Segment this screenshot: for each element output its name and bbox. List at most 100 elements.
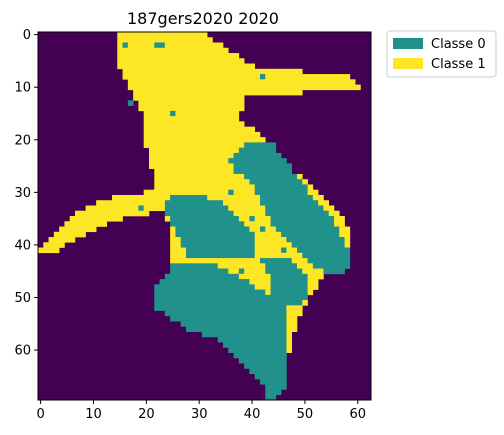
cell-run-classe-1 xyxy=(312,194,324,201)
x-tick-label: 30 xyxy=(191,407,208,422)
cell-run-classe-0 xyxy=(223,342,287,348)
cell-run-classe-1 xyxy=(38,247,60,254)
cell-run-classe-0 xyxy=(307,258,351,264)
cell-run-classe-0 xyxy=(164,205,229,212)
cell-run-classe-1 xyxy=(143,142,245,148)
y-tick-label: 40 xyxy=(14,238,31,253)
cell-run-classe-1 xyxy=(302,300,308,306)
cell-run-classe-0 xyxy=(228,189,234,196)
cell-run-classe-1 xyxy=(254,216,271,222)
cell-run-classe-1 xyxy=(307,184,314,191)
cell-run-classe-0 xyxy=(164,200,224,206)
cell-run-classe-1 xyxy=(122,68,303,75)
cell-run-classe-0 xyxy=(265,263,298,269)
cell-run-classe-1 xyxy=(265,289,271,296)
axes-frame xyxy=(37,31,372,401)
cell-run-classe-1 xyxy=(297,173,303,180)
cell-run-classe-1 xyxy=(254,252,303,259)
cell-run-classe-1 xyxy=(286,315,298,322)
cell-run-classe-0 xyxy=(154,284,256,290)
cell-run-classe-1 xyxy=(344,242,351,248)
cell-run-classe-0 xyxy=(233,152,282,159)
cell-run-classe-0 xyxy=(265,268,303,275)
cell-run-classe-1 xyxy=(233,189,256,196)
cell-run-classe-0 xyxy=(233,163,293,169)
cell-run-classe-0 xyxy=(260,74,266,80)
cell-run-classe-0 xyxy=(297,247,351,254)
cell-run-classe-0 xyxy=(302,252,351,259)
x-tick-label: 10 xyxy=(85,407,102,422)
cell-run-classe-0 xyxy=(233,168,293,175)
cell-run-classe-0 xyxy=(164,210,234,217)
cell-run-classe-1 xyxy=(323,205,335,212)
legend-label-classe-0: Classe 0 xyxy=(431,37,486,52)
cell-run-classe-1 xyxy=(244,268,266,275)
cell-run-classe-0 xyxy=(170,110,176,117)
cell-run-classe-1 xyxy=(117,37,213,43)
cell-run-classe-1 xyxy=(170,252,187,259)
y-tick-label: 30 xyxy=(14,186,31,201)
cell-run-classe-0 xyxy=(244,142,277,148)
cell-run-classe-0 xyxy=(291,242,345,248)
cell-run-classe-1 xyxy=(334,216,345,222)
cell-run-classe-1 xyxy=(48,237,76,243)
cell-run-classe-0 xyxy=(244,363,287,369)
cell-run-classe-1 xyxy=(244,221,271,227)
cell-run-classe-1 xyxy=(170,247,187,254)
cell-run-classe-1 xyxy=(154,173,245,180)
cell-run-classe-0 xyxy=(238,357,287,364)
cell-run-classe-1 xyxy=(143,126,256,133)
cell-run-classe-1 xyxy=(233,210,266,217)
cell-run-classe-1 xyxy=(117,63,256,70)
cell-run-classe-0 xyxy=(254,189,308,196)
cell-run-classe-0 xyxy=(260,226,266,233)
cell-run-classe-1 xyxy=(143,116,240,122)
cell-run-classe-0 xyxy=(254,373,287,380)
cell-run-classe-1 xyxy=(217,263,266,269)
cell-run-classe-0 xyxy=(138,205,145,212)
cell-run-classe-1 xyxy=(117,47,229,54)
cell-run-classe-1 xyxy=(254,231,282,238)
cell-run-classe-0 xyxy=(249,179,303,185)
cell-run-classe-1 xyxy=(149,152,234,159)
cell-run-classe-0 xyxy=(154,289,266,296)
cell-run-classe-1 xyxy=(339,226,351,233)
cell-run-classe-1 xyxy=(138,100,245,106)
cell-run-classe-1 xyxy=(254,242,293,248)
legend: Classe 0 Classe 1 xyxy=(386,30,497,78)
cell-run-classe-1 xyxy=(254,247,282,254)
cell-run-classe-0 xyxy=(233,352,287,359)
cell-run-classe-1 xyxy=(64,221,108,227)
cell-run-classe-0 xyxy=(244,173,298,180)
cell-run-classe-1 xyxy=(96,200,166,206)
cell-run-classe-1 xyxy=(170,242,182,248)
cell-run-classe-1 xyxy=(207,194,261,201)
cell-run-classe-1 xyxy=(302,179,308,185)
cell-run-classe-1 xyxy=(265,74,351,80)
cell-run-classe-1 xyxy=(112,194,171,201)
y-axis: 0 10 20 30 40 50 60 xyxy=(14,28,38,359)
cell-run-classe-0 xyxy=(217,336,287,343)
cell-run-classe-0 xyxy=(260,378,287,385)
cell-run-classe-0 xyxy=(186,252,256,259)
cell-run-classe-0 xyxy=(260,194,314,201)
cell-run-classe-1 xyxy=(170,226,176,233)
cell-run-classe-0 xyxy=(265,205,324,212)
cell-run-classe-1 xyxy=(164,216,171,222)
cell-run-classe-0 xyxy=(286,237,345,243)
cell-run-classe-0 xyxy=(159,279,250,285)
cell-run-classe-1 xyxy=(223,200,261,206)
cell-run-classe-1 xyxy=(286,331,293,338)
cell-run-classe-1 xyxy=(143,121,245,127)
cell-run-classe-1 xyxy=(149,163,234,169)
cell-run-classe-1 xyxy=(297,263,314,269)
y-tick-label: 10 xyxy=(14,81,31,96)
x-tick-label: 20 xyxy=(138,407,155,422)
cell-run-classe-0 xyxy=(186,326,287,332)
cell-run-classe-1 xyxy=(127,79,356,85)
cell-run-classe-1 xyxy=(286,347,293,353)
cell-run-classe-1 xyxy=(328,210,340,217)
cell-run-classe-1 xyxy=(254,284,271,290)
cell-run-classe-0 xyxy=(228,158,287,164)
